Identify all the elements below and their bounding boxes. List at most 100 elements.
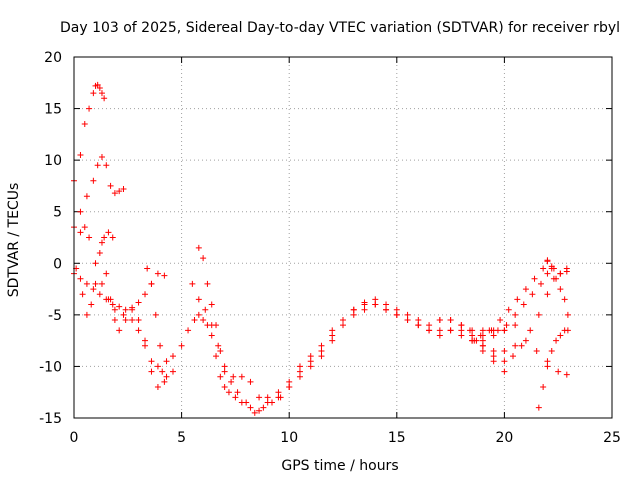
data-point [503, 322, 510, 329]
data-point [83, 311, 90, 318]
data-point [154, 363, 161, 370]
data-point [98, 280, 105, 287]
data-point [350, 306, 357, 313]
data-point [116, 303, 123, 310]
data-point [202, 306, 209, 313]
data-point [247, 378, 254, 385]
data-point [340, 317, 346, 324]
data-point [195, 311, 202, 318]
data-point [286, 378, 293, 385]
data-point [518, 342, 525, 349]
data-point [90, 286, 97, 293]
data-point [527, 327, 534, 334]
series-track-9 [195, 296, 508, 401]
data-point [221, 363, 228, 370]
series-track-10 [469, 265, 570, 344]
data-point [529, 291, 536, 298]
data-point [154, 270, 161, 277]
data-point [98, 90, 105, 97]
data-point [520, 301, 527, 308]
data-point [340, 322, 346, 329]
data-point [105, 229, 112, 236]
data-point [122, 317, 129, 324]
data-point [185, 327, 192, 334]
data-point [436, 327, 443, 334]
data-point [537, 280, 544, 287]
data-point [393, 306, 400, 313]
data-point [232, 394, 239, 401]
data-point [77, 229, 84, 236]
data-point [208, 301, 215, 308]
data-point [256, 407, 263, 414]
series-track-7 [144, 265, 519, 414]
data-point [142, 342, 149, 349]
series-track-11 [479, 265, 570, 365]
data-point [561, 296, 568, 303]
data-point [103, 162, 110, 169]
data-point [225, 389, 232, 396]
data-point [129, 317, 136, 324]
y-tick-label: 20 [44, 50, 62, 66]
data-point [135, 327, 142, 334]
data-point [490, 358, 497, 365]
data-point [372, 296, 379, 303]
data-point [120, 186, 127, 193]
data-point [79, 291, 86, 298]
data-point [404, 317, 411, 324]
data-point [163, 358, 170, 365]
data-point [268, 399, 275, 406]
data-point [497, 317, 504, 324]
data-point [200, 255, 207, 262]
data-point [512, 311, 519, 318]
data-point [148, 368, 155, 375]
series-track-14 [544, 257, 571, 318]
data-point [159, 368, 166, 375]
data-point [479, 332, 486, 339]
data-point [479, 337, 486, 344]
data-point [230, 373, 237, 380]
x-tick-label: 0 [70, 430, 79, 446]
data-point [544, 257, 551, 264]
data-point [557, 286, 564, 293]
data-point [221, 384, 228, 391]
data-point [501, 358, 508, 365]
data-point [404, 311, 411, 318]
data-point [415, 322, 422, 329]
data-point [81, 224, 88, 231]
data-layer [71, 81, 571, 416]
data-point [217, 373, 224, 380]
data-point [163, 373, 170, 380]
data-point [111, 190, 118, 197]
data-point [501, 368, 508, 375]
y-tick-label: 15 [44, 102, 62, 118]
data-point [107, 182, 114, 189]
data-point [557, 332, 564, 339]
data-point [92, 280, 99, 287]
data-point [135, 317, 142, 324]
chart-title: Day 103 of 2025, Sidereal Day-to-day VTE… [60, 20, 620, 36]
data-point [553, 337, 560, 344]
data-point [447, 317, 454, 324]
series-track-15 [436, 317, 508, 375]
series-track-5 [71, 270, 168, 313]
data-point [307, 358, 314, 365]
x-tick-label: 20 [495, 430, 513, 446]
data-point [161, 378, 168, 385]
y-tick-label: 0 [53, 256, 62, 272]
data-point [90, 90, 97, 97]
data-point [372, 301, 379, 308]
data-point [101, 234, 108, 241]
series-track-12 [471, 258, 555, 344]
data-point [544, 270, 551, 277]
data-point [215, 342, 222, 349]
data-point [277, 394, 284, 401]
data-point [548, 347, 555, 354]
data-point [178, 342, 185, 349]
data-point [169, 368, 176, 375]
data-point [142, 337, 149, 344]
data-point [204, 280, 211, 287]
plot-frame [73, 56, 613, 419]
data-point [92, 260, 99, 267]
data-point [86, 105, 93, 112]
y-tick-label: 10 [44, 153, 62, 169]
